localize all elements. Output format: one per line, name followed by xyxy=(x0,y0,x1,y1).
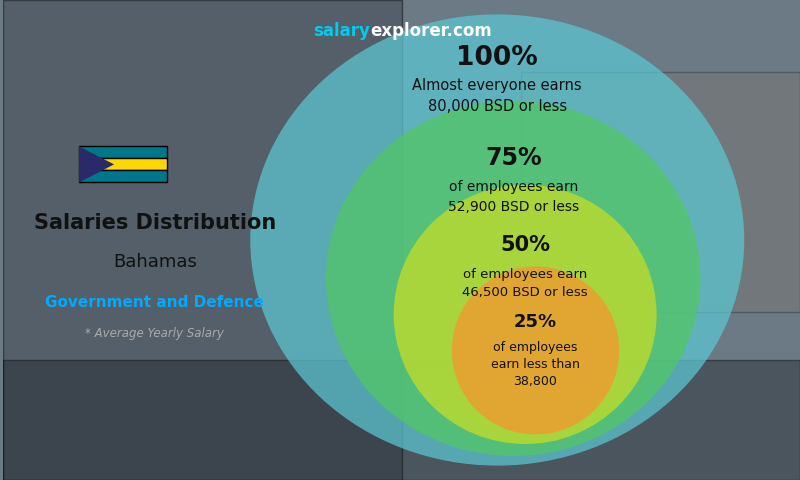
Text: Government and Defence: Government and Defence xyxy=(46,295,264,310)
Text: 100%: 100% xyxy=(456,45,538,71)
Ellipse shape xyxy=(250,14,744,466)
Text: explorer.com: explorer.com xyxy=(370,22,491,40)
FancyBboxPatch shape xyxy=(79,146,166,158)
Text: 75%: 75% xyxy=(485,146,542,170)
Text: of employees
earn less than
38,800: of employees earn less than 38,800 xyxy=(491,341,580,388)
FancyBboxPatch shape xyxy=(3,360,800,480)
Text: salary: salary xyxy=(313,22,370,40)
Text: * Average Yearly Salary: * Average Yearly Salary xyxy=(86,327,224,340)
Text: Bahamas: Bahamas xyxy=(113,252,197,271)
Text: 25%: 25% xyxy=(514,312,557,331)
Text: Almost everyone earns
80,000 BSD or less: Almost everyone earns 80,000 BSD or less xyxy=(413,78,582,114)
FancyBboxPatch shape xyxy=(521,72,800,312)
Ellipse shape xyxy=(394,185,657,444)
FancyBboxPatch shape xyxy=(79,170,166,182)
Text: 50%: 50% xyxy=(500,235,550,255)
Text: of employees earn
46,500 BSD or less: of employees earn 46,500 BSD or less xyxy=(462,268,588,299)
FancyBboxPatch shape xyxy=(3,0,402,480)
Text: of employees earn
52,900 BSD or less: of employees earn 52,900 BSD or less xyxy=(448,180,578,214)
Polygon shape xyxy=(79,146,114,182)
Ellipse shape xyxy=(452,266,619,434)
FancyBboxPatch shape xyxy=(79,158,166,170)
Ellipse shape xyxy=(326,101,701,456)
Text: Salaries Distribution: Salaries Distribution xyxy=(34,213,276,233)
